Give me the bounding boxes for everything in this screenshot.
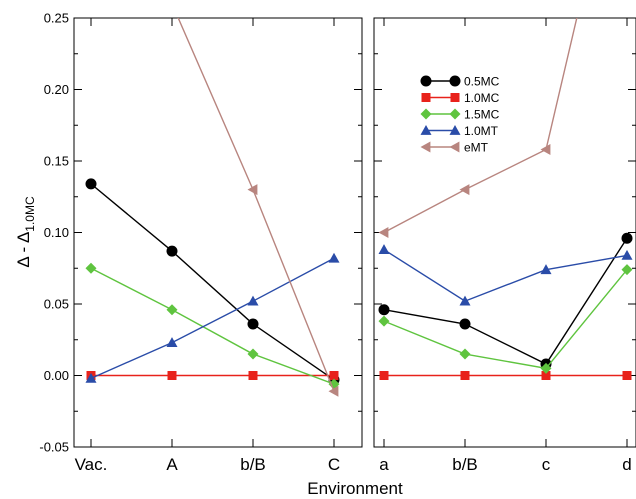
data-point-1.5MC	[378, 315, 390, 327]
data-point-1.0MT	[247, 295, 259, 306]
legend-item: 1.0MC	[421, 91, 500, 105]
data-point-1.0MT	[621, 249, 633, 260]
x-tick-label: A	[166, 455, 178, 474]
y-axis-title-subscript: 1.0MC	[23, 196, 37, 232]
y-tick-label: 0.10	[44, 225, 69, 240]
legend-marker	[449, 125, 461, 135]
y-tick-label: 0.20	[44, 82, 69, 97]
y-tick-label: 0.00	[44, 368, 69, 383]
data-point-1.5MC	[166, 304, 178, 316]
series-line-1.0MT	[90, 257, 335, 380]
legend-item: 1.5MC	[420, 107, 500, 121]
data-point-1.0MT	[540, 264, 552, 275]
series-line-1.0MT	[383, 249, 628, 302]
legend-marker	[449, 108, 461, 120]
data-point-1.0MC	[622, 371, 632, 380]
data-point-1.0MC	[541, 371, 551, 380]
data-point-1.0MC	[329, 371, 339, 380]
y-axis-title-main: Δ - Δ	[14, 232, 33, 268]
legend-label: 1.0MT	[464, 124, 499, 138]
series-line-1.5MC	[90, 267, 335, 385]
data-point-0.5MC	[459, 318, 471, 330]
right-panel-frame	[373, 17, 636, 448]
data-point-1.0MC	[460, 371, 470, 380]
legend-label: 0.5MC	[464, 74, 500, 88]
legend: 0.5MC 1.0MC 1.5MC 1.0MT eMT	[420, 74, 500, 154]
x-tick-label: d	[622, 455, 631, 474]
y-tick-label: 0.25	[44, 11, 69, 26]
legend-marker	[420, 108, 432, 120]
legend-marker	[449, 75, 461, 87]
legend-item: 0.5MC	[420, 74, 500, 88]
legend-marker	[420, 141, 431, 153]
data-point-eMT	[167, 0, 177, 9]
data-point-1.0MT	[328, 252, 340, 263]
legend-item: eMT	[420, 140, 489, 154]
data-point-1.5MC	[85, 262, 97, 274]
x-tick-label: a	[379, 455, 389, 474]
legend-marker	[449, 141, 460, 153]
data-point-1.5MC	[459, 348, 471, 360]
data-point-0.5MC	[166, 245, 178, 257]
x-tick-label: b/B	[452, 455, 478, 474]
series-line-eMT	[383, 18, 578, 234]
svg-text:Δ - Δ1.0MC: Δ - Δ1.0MC	[14, 196, 37, 268]
data-point-0.5MC	[621, 232, 633, 244]
series-line-0.5MC	[383, 237, 628, 365]
y-tick-label: -0.05	[39, 440, 69, 455]
data-point-1.5MC	[540, 362, 552, 374]
x-tick-label: C	[328, 455, 340, 474]
x-tick-label: c	[542, 455, 551, 474]
y-tick-label: 0.15	[44, 154, 69, 169]
x-tick-label: Vac.	[75, 455, 108, 474]
data-point-1.0MC	[248, 371, 258, 380]
data-point-eMT	[328, 385, 339, 397]
series-line-1.5MC	[383, 269, 628, 370]
data-point-0.5MC	[247, 318, 259, 330]
series-line-0.5MC	[90, 183, 335, 381]
y-tick-label: 0.05	[44, 297, 69, 312]
data-point-1.5MC	[621, 264, 633, 276]
data-point-1.0MT	[459, 295, 471, 306]
data-point-1.5MC	[247, 348, 259, 360]
legend-marker	[420, 125, 432, 135]
legend-marker	[421, 93, 431, 102]
legend-marker	[420, 75, 432, 87]
data-point-eMT	[540, 144, 551, 156]
x-tick-label: b/B	[240, 455, 266, 474]
data-point-1.0MC	[379, 371, 389, 380]
series-line-eMT	[177, 18, 335, 392]
data-point-0.5MC	[85, 178, 97, 190]
right-panel: a b/B c d	[373, 17, 636, 474]
data-point-eMT	[378, 227, 389, 238]
left-panel-frame	[73, 17, 363, 448]
legend-marker	[450, 93, 460, 102]
y-axis-title: Δ - Δ1.0MC	[14, 196, 37, 268]
data-point-0.5MC	[378, 304, 390, 316]
data-point-1.0MT	[85, 372, 97, 383]
data-point-1.0MT	[378, 244, 390, 255]
data-point-eMT	[247, 184, 258, 196]
data-point-1.0MT	[166, 337, 178, 348]
data-point-eMT	[459, 184, 470, 196]
legend-item: 1.0MT	[420, 124, 499, 138]
legend-label: eMT	[464, 140, 489, 154]
legend-label: 1.5MC	[464, 107, 500, 121]
data-point-1.0MC	[167, 371, 177, 380]
legend-label: 1.0MC	[464, 91, 500, 105]
x-axis-title: Environment	[307, 479, 403, 498]
